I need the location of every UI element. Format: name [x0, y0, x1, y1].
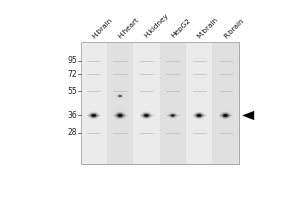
- Ellipse shape: [172, 115, 174, 116]
- Ellipse shape: [91, 114, 97, 117]
- Text: H.kidney: H.kidney: [143, 13, 170, 39]
- Ellipse shape: [117, 114, 123, 117]
- Text: H.brain: H.brain: [91, 17, 113, 39]
- Ellipse shape: [172, 115, 173, 116]
- Ellipse shape: [223, 114, 228, 117]
- Ellipse shape: [198, 115, 200, 116]
- Ellipse shape: [145, 115, 148, 116]
- Ellipse shape: [225, 115, 226, 116]
- Ellipse shape: [169, 113, 176, 117]
- Ellipse shape: [92, 114, 95, 117]
- Ellipse shape: [118, 95, 122, 97]
- Ellipse shape: [144, 114, 149, 117]
- Text: R.brain: R.brain: [222, 17, 244, 39]
- Ellipse shape: [116, 112, 125, 119]
- Text: HepG2: HepG2: [170, 18, 191, 39]
- Ellipse shape: [119, 115, 121, 116]
- Ellipse shape: [89, 113, 98, 118]
- Ellipse shape: [88, 112, 99, 119]
- Ellipse shape: [171, 114, 175, 117]
- Ellipse shape: [115, 112, 125, 119]
- Ellipse shape: [90, 113, 98, 118]
- Ellipse shape: [171, 115, 174, 116]
- Ellipse shape: [145, 114, 148, 117]
- Ellipse shape: [224, 115, 226, 116]
- Text: 72: 72: [68, 70, 77, 79]
- Ellipse shape: [146, 115, 147, 116]
- Ellipse shape: [194, 113, 204, 118]
- Bar: [160, 42, 186, 164]
- Bar: [80, 42, 238, 164]
- Ellipse shape: [142, 113, 151, 118]
- Ellipse shape: [143, 114, 149, 117]
- Polygon shape: [242, 111, 254, 120]
- Ellipse shape: [171, 114, 175, 117]
- Bar: [80, 42, 107, 164]
- Bar: [80, 42, 238, 164]
- Ellipse shape: [114, 112, 126, 119]
- Ellipse shape: [197, 114, 201, 117]
- Ellipse shape: [195, 113, 203, 118]
- Text: 55: 55: [67, 87, 77, 96]
- Ellipse shape: [118, 114, 122, 117]
- Text: 28: 28: [68, 128, 77, 137]
- Ellipse shape: [196, 114, 202, 117]
- Ellipse shape: [197, 114, 201, 117]
- Ellipse shape: [118, 95, 122, 97]
- Ellipse shape: [116, 113, 124, 118]
- Ellipse shape: [222, 113, 229, 118]
- Ellipse shape: [223, 114, 228, 117]
- Ellipse shape: [196, 113, 202, 118]
- Ellipse shape: [90, 113, 97, 118]
- Ellipse shape: [116, 113, 124, 118]
- Ellipse shape: [118, 95, 122, 97]
- Ellipse shape: [92, 114, 96, 117]
- Ellipse shape: [117, 94, 123, 98]
- Ellipse shape: [196, 114, 202, 117]
- Bar: [186, 42, 212, 164]
- Bar: [107, 42, 133, 164]
- Ellipse shape: [92, 115, 95, 116]
- Ellipse shape: [170, 114, 176, 117]
- Ellipse shape: [118, 114, 122, 117]
- Ellipse shape: [170, 114, 175, 117]
- Bar: [212, 42, 238, 164]
- Ellipse shape: [220, 112, 231, 119]
- Text: M.brain: M.brain: [196, 16, 219, 39]
- Text: 95: 95: [67, 56, 77, 65]
- Ellipse shape: [223, 114, 228, 117]
- Ellipse shape: [118, 95, 122, 97]
- Ellipse shape: [144, 114, 149, 117]
- Ellipse shape: [221, 113, 230, 118]
- Ellipse shape: [169, 113, 177, 118]
- Ellipse shape: [142, 113, 151, 118]
- Ellipse shape: [118, 95, 122, 97]
- Ellipse shape: [119, 115, 121, 116]
- Ellipse shape: [141, 112, 152, 119]
- Ellipse shape: [119, 95, 121, 97]
- Ellipse shape: [194, 112, 204, 119]
- Text: H.heart: H.heart: [117, 16, 140, 39]
- Ellipse shape: [224, 114, 227, 117]
- Ellipse shape: [118, 114, 122, 117]
- Ellipse shape: [93, 115, 94, 116]
- Text: 36: 36: [67, 111, 77, 120]
- Ellipse shape: [91, 114, 96, 117]
- Ellipse shape: [199, 115, 200, 116]
- Ellipse shape: [221, 113, 230, 118]
- Ellipse shape: [169, 113, 176, 118]
- Bar: [133, 42, 160, 164]
- Ellipse shape: [143, 113, 150, 118]
